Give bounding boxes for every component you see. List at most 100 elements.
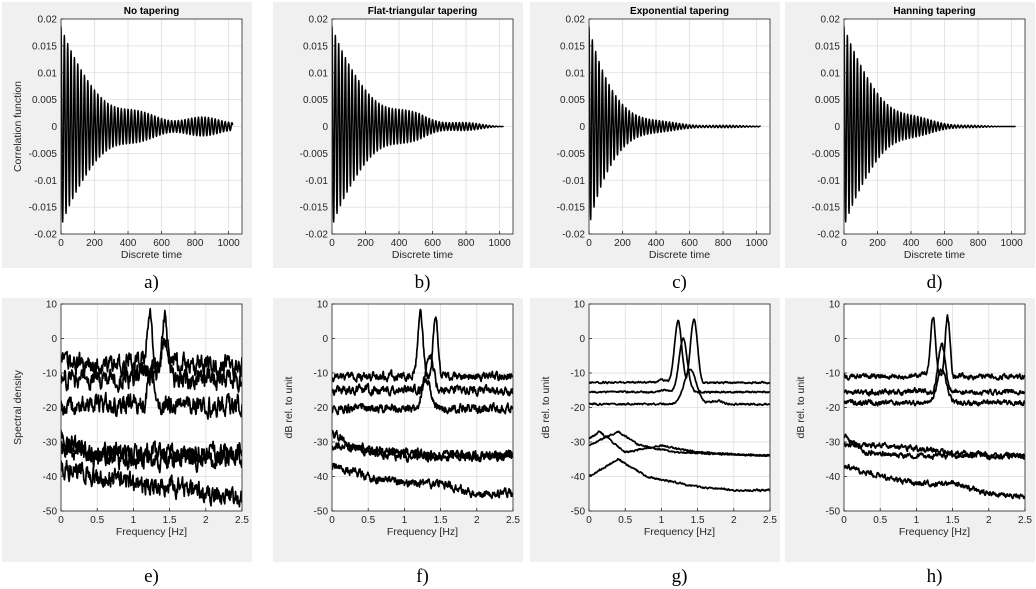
x-tick-label: 0 — [841, 238, 847, 249]
y-tick-label: -0.02 — [817, 230, 840, 241]
x-tick-label: 2 — [986, 515, 992, 526]
x-tick-label: 2.5 — [506, 515, 520, 526]
y-tick-label: -40 — [571, 472, 586, 483]
x-tick-label: 200 — [869, 238, 886, 249]
y-tick-label: 10 — [574, 300, 586, 311]
series-line-4 — [844, 441, 1025, 461]
x-tick-label: 800 — [715, 238, 732, 249]
x-tick-label: 0.5 — [90, 515, 104, 526]
x-tick-label: 1000 — [745, 238, 768, 249]
x-tick-label: 2 — [203, 515, 209, 526]
series-line-6 — [332, 462, 513, 500]
panel-caption: a) — [144, 272, 159, 293]
chart-svg: 0 0.5 1 1.5 2 2.5 10 0 -10 -20 -30 -40 -50 Frequency … — [540, 300, 777, 539]
y-tick-label: -0.01 — [34, 176, 57, 187]
series-line-6 — [61, 459, 242, 508]
series-line-1 — [589, 318, 770, 385]
y-tick-label: -30 — [826, 438, 841, 449]
y-tick-label: -0.02 — [305, 230, 328, 241]
y-axis-label: dB rel. to unit — [795, 376, 807, 438]
y-tick-label: 0.02 — [821, 15, 841, 26]
x-tick-label: 400 — [391, 238, 408, 249]
x-tick-label: 1.5 — [946, 515, 960, 526]
chart-title: No tapering — [124, 6, 180, 17]
x-tick-label: 1 — [131, 515, 137, 526]
chart-title: Hanning tapering — [893, 6, 975, 17]
series-line-1 — [844, 26, 1017, 223]
y-tick-label: 0 — [51, 334, 57, 345]
x-tick-label: 0.5 — [873, 515, 887, 526]
series-line-5 — [589, 430, 770, 457]
series-line-3 — [844, 368, 1025, 407]
y-tick-label: 0.005 — [303, 95, 328, 106]
y-tick-label: -20 — [826, 403, 841, 414]
x-axis-label: Discrete time — [392, 249, 453, 261]
y-tick-label: 0.005 — [32, 95, 57, 106]
x-tick-label: 0 — [586, 515, 592, 526]
y-tick-label: -10 — [571, 369, 586, 380]
series-line-5 — [61, 429, 242, 474]
series-line-2 — [844, 342, 1025, 397]
panel-caption: c) — [672, 272, 687, 293]
y-tick-label: 0.01 — [309, 68, 329, 79]
y-tick-label: 0.015 — [303, 41, 328, 52]
y-tick-label: -0.015 — [557, 203, 586, 214]
panel-caption: g) — [671, 566, 688, 587]
x-tick-label: 1.5 — [691, 515, 705, 526]
y-tick-label: -20 — [43, 403, 58, 414]
x-tick-label: 400 — [648, 238, 665, 249]
y-axis-label: Correlation function — [12, 81, 24, 172]
y-tick-label: -10 — [826, 369, 841, 380]
y-tick-label: -0.01 — [817, 176, 840, 187]
series-line-1 — [589, 26, 762, 221]
x-axis-label: Discrete time — [649, 249, 710, 261]
y-tick-label: 0.01 — [821, 68, 841, 79]
x-axis-label: Discrete time — [904, 249, 965, 261]
y-tick-label: -0.005 — [557, 149, 586, 160]
x-tick-label: 600 — [424, 238, 441, 249]
series-line-3 — [332, 377, 513, 416]
y-tick-label: -0.015 — [812, 203, 841, 214]
x-tick-label: 400 — [120, 238, 137, 249]
y-tick-label: 0 — [51, 122, 57, 133]
chart-svg: 0 200 400 600 800 10000.020.0150.010.0050-0.0… — [557, 6, 771, 261]
x-tick-label: 600 — [153, 238, 170, 249]
y-tick-label: 0.02 — [309, 15, 329, 26]
y-tick-label: -50 — [43, 507, 58, 518]
y-tick-label: 0 — [579, 334, 585, 345]
y-tick-label: 0.01 — [38, 68, 58, 79]
panel-caption: f) — [416, 566, 429, 587]
chart-svg: 0 200 400 600 800 10000.020.0150.010.0050-0.0… — [812, 6, 1026, 261]
x-tick-label: 200 — [86, 238, 103, 249]
x-tick-label: 1.5 — [163, 515, 177, 526]
x-tick-label: 0.5 — [361, 515, 375, 526]
y-tick-label: 0.02 — [38, 15, 58, 26]
y-tick-label: 0.015 — [560, 41, 585, 52]
y-tick-label: -30 — [314, 438, 329, 449]
panel-caption: h) — [926, 566, 943, 587]
y-tick-label: -0.015 — [29, 203, 58, 214]
chart-svg: 0 0.5 1 1.5 2 2.5 10 0 -10 -20 -30 -40 -50 Frequency … — [283, 300, 520, 539]
x-axis-label: Frequency [Hz] — [387, 526, 458, 538]
chart-title: Exponential tapering — [630, 6, 729, 17]
y-tick-label: -20 — [571, 403, 586, 414]
x-tick-label: 2.5 — [1018, 515, 1032, 526]
chart-panel-1: 0 200 400 600 800 1000 0.02 0.015 0.01 0.005 0 -0.0… — [2, 2, 252, 268]
y-tick-label: -0.005 — [812, 149, 841, 160]
y-tick-label: -0.005 — [29, 149, 58, 160]
x-tick-label: 1 — [914, 515, 920, 526]
y-tick-label: -20 — [314, 403, 329, 414]
series-line-1 — [332, 26, 505, 223]
y-tick-label: -10 — [43, 369, 58, 380]
series-line-6 — [844, 463, 1025, 500]
y-tick-label: -50 — [826, 507, 841, 518]
y-tick-label: -0.005 — [300, 149, 329, 160]
y-tick-label: 10 — [317, 300, 329, 311]
series-line-1 — [844, 314, 1025, 381]
chart-panel-7: 0 0.5 1 1.5 2 2.5 10 0 -10 -20 -30 -40 -50 Frequency … — [530, 298, 780, 562]
y-tick-label: -0.01 — [305, 176, 328, 187]
x-axis-label: Frequency [Hz] — [899, 526, 970, 538]
chart-title: Flat-triangular tapering — [368, 6, 477, 17]
series-line-5 — [332, 429, 513, 463]
